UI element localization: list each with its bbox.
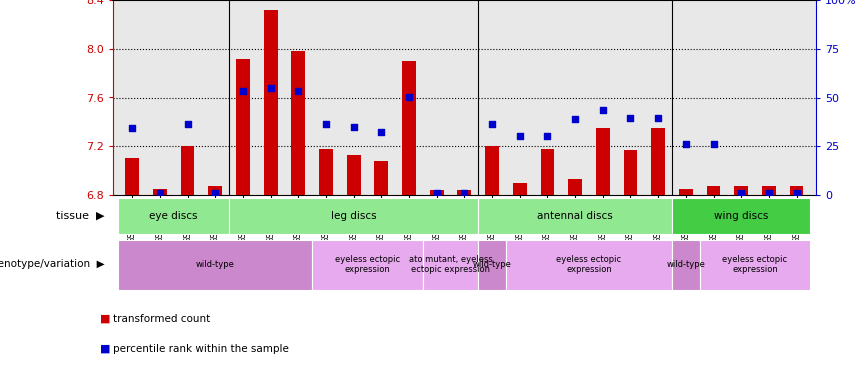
Point — [457, 189, 471, 195]
Text: leg discs: leg discs — [331, 211, 377, 220]
Point — [762, 189, 776, 195]
FancyBboxPatch shape — [700, 240, 811, 290]
Text: tissue  ▶: tissue ▶ — [56, 211, 104, 220]
Point — [623, 115, 637, 121]
Text: eyeless ectopic
expression: eyeless ectopic expression — [556, 255, 621, 274]
Point — [485, 122, 499, 128]
Bar — [513, 183, 527, 195]
Bar — [181, 146, 194, 195]
Text: wild-type: wild-type — [196, 260, 234, 269]
FancyBboxPatch shape — [506, 240, 672, 290]
FancyBboxPatch shape — [478, 240, 506, 290]
FancyBboxPatch shape — [118, 240, 312, 290]
Point — [430, 189, 444, 195]
Text: ■: ■ — [100, 344, 110, 354]
Bar — [457, 190, 471, 195]
Bar — [346, 155, 360, 195]
Bar — [125, 159, 139, 195]
Bar — [734, 186, 748, 195]
Point — [595, 106, 609, 112]
Point — [264, 85, 278, 91]
Bar — [485, 146, 499, 195]
Point — [513, 134, 527, 140]
Bar — [623, 150, 637, 195]
FancyBboxPatch shape — [672, 198, 811, 234]
Text: antennal discs: antennal discs — [537, 211, 613, 220]
Point — [541, 134, 555, 140]
Text: ato mutant, eyeless
ectopic expression: ato mutant, eyeless ectopic expression — [409, 255, 492, 274]
FancyBboxPatch shape — [312, 240, 423, 290]
Bar — [292, 51, 306, 195]
Point — [346, 124, 360, 130]
Point — [707, 141, 720, 147]
Bar — [236, 58, 250, 195]
Text: wild-type: wild-type — [667, 260, 706, 269]
Text: eye discs: eye discs — [149, 211, 198, 220]
Bar — [541, 149, 555, 195]
Point — [153, 189, 167, 195]
Bar — [374, 161, 388, 195]
Text: genotype/variation  ▶: genotype/variation ▶ — [0, 260, 104, 269]
Point — [125, 125, 139, 131]
Point — [236, 88, 250, 94]
Bar — [264, 10, 278, 195]
FancyBboxPatch shape — [672, 240, 700, 290]
Bar — [762, 186, 776, 195]
Bar — [707, 186, 720, 195]
Point — [181, 122, 194, 128]
Bar — [153, 189, 167, 195]
Point — [374, 129, 388, 135]
Bar — [319, 149, 333, 195]
Point — [208, 189, 222, 195]
Text: ■: ■ — [100, 314, 110, 324]
Point — [292, 88, 306, 94]
FancyBboxPatch shape — [478, 198, 672, 234]
Point — [790, 189, 804, 195]
Point — [679, 141, 693, 147]
Point — [569, 116, 582, 122]
Text: eyeless ectopic
expression: eyeless ectopic expression — [722, 255, 787, 274]
Point — [651, 115, 665, 121]
Text: transformed count: transformed count — [113, 314, 210, 324]
Bar — [679, 189, 693, 195]
Bar — [790, 186, 804, 195]
Bar — [569, 179, 582, 195]
Bar — [208, 186, 222, 195]
FancyBboxPatch shape — [423, 240, 478, 290]
FancyBboxPatch shape — [118, 198, 229, 234]
FancyBboxPatch shape — [229, 198, 478, 234]
Point — [402, 94, 416, 100]
Text: eyeless ectopic
expression: eyeless ectopic expression — [335, 255, 400, 274]
Bar — [430, 190, 444, 195]
Point — [734, 189, 748, 195]
Point — [319, 122, 333, 128]
Text: percentile rank within the sample: percentile rank within the sample — [113, 344, 289, 354]
Bar — [595, 128, 609, 195]
Text: wing discs: wing discs — [714, 211, 768, 220]
Bar — [651, 128, 665, 195]
Bar — [402, 61, 416, 195]
Text: wild-type: wild-type — [472, 260, 511, 269]
